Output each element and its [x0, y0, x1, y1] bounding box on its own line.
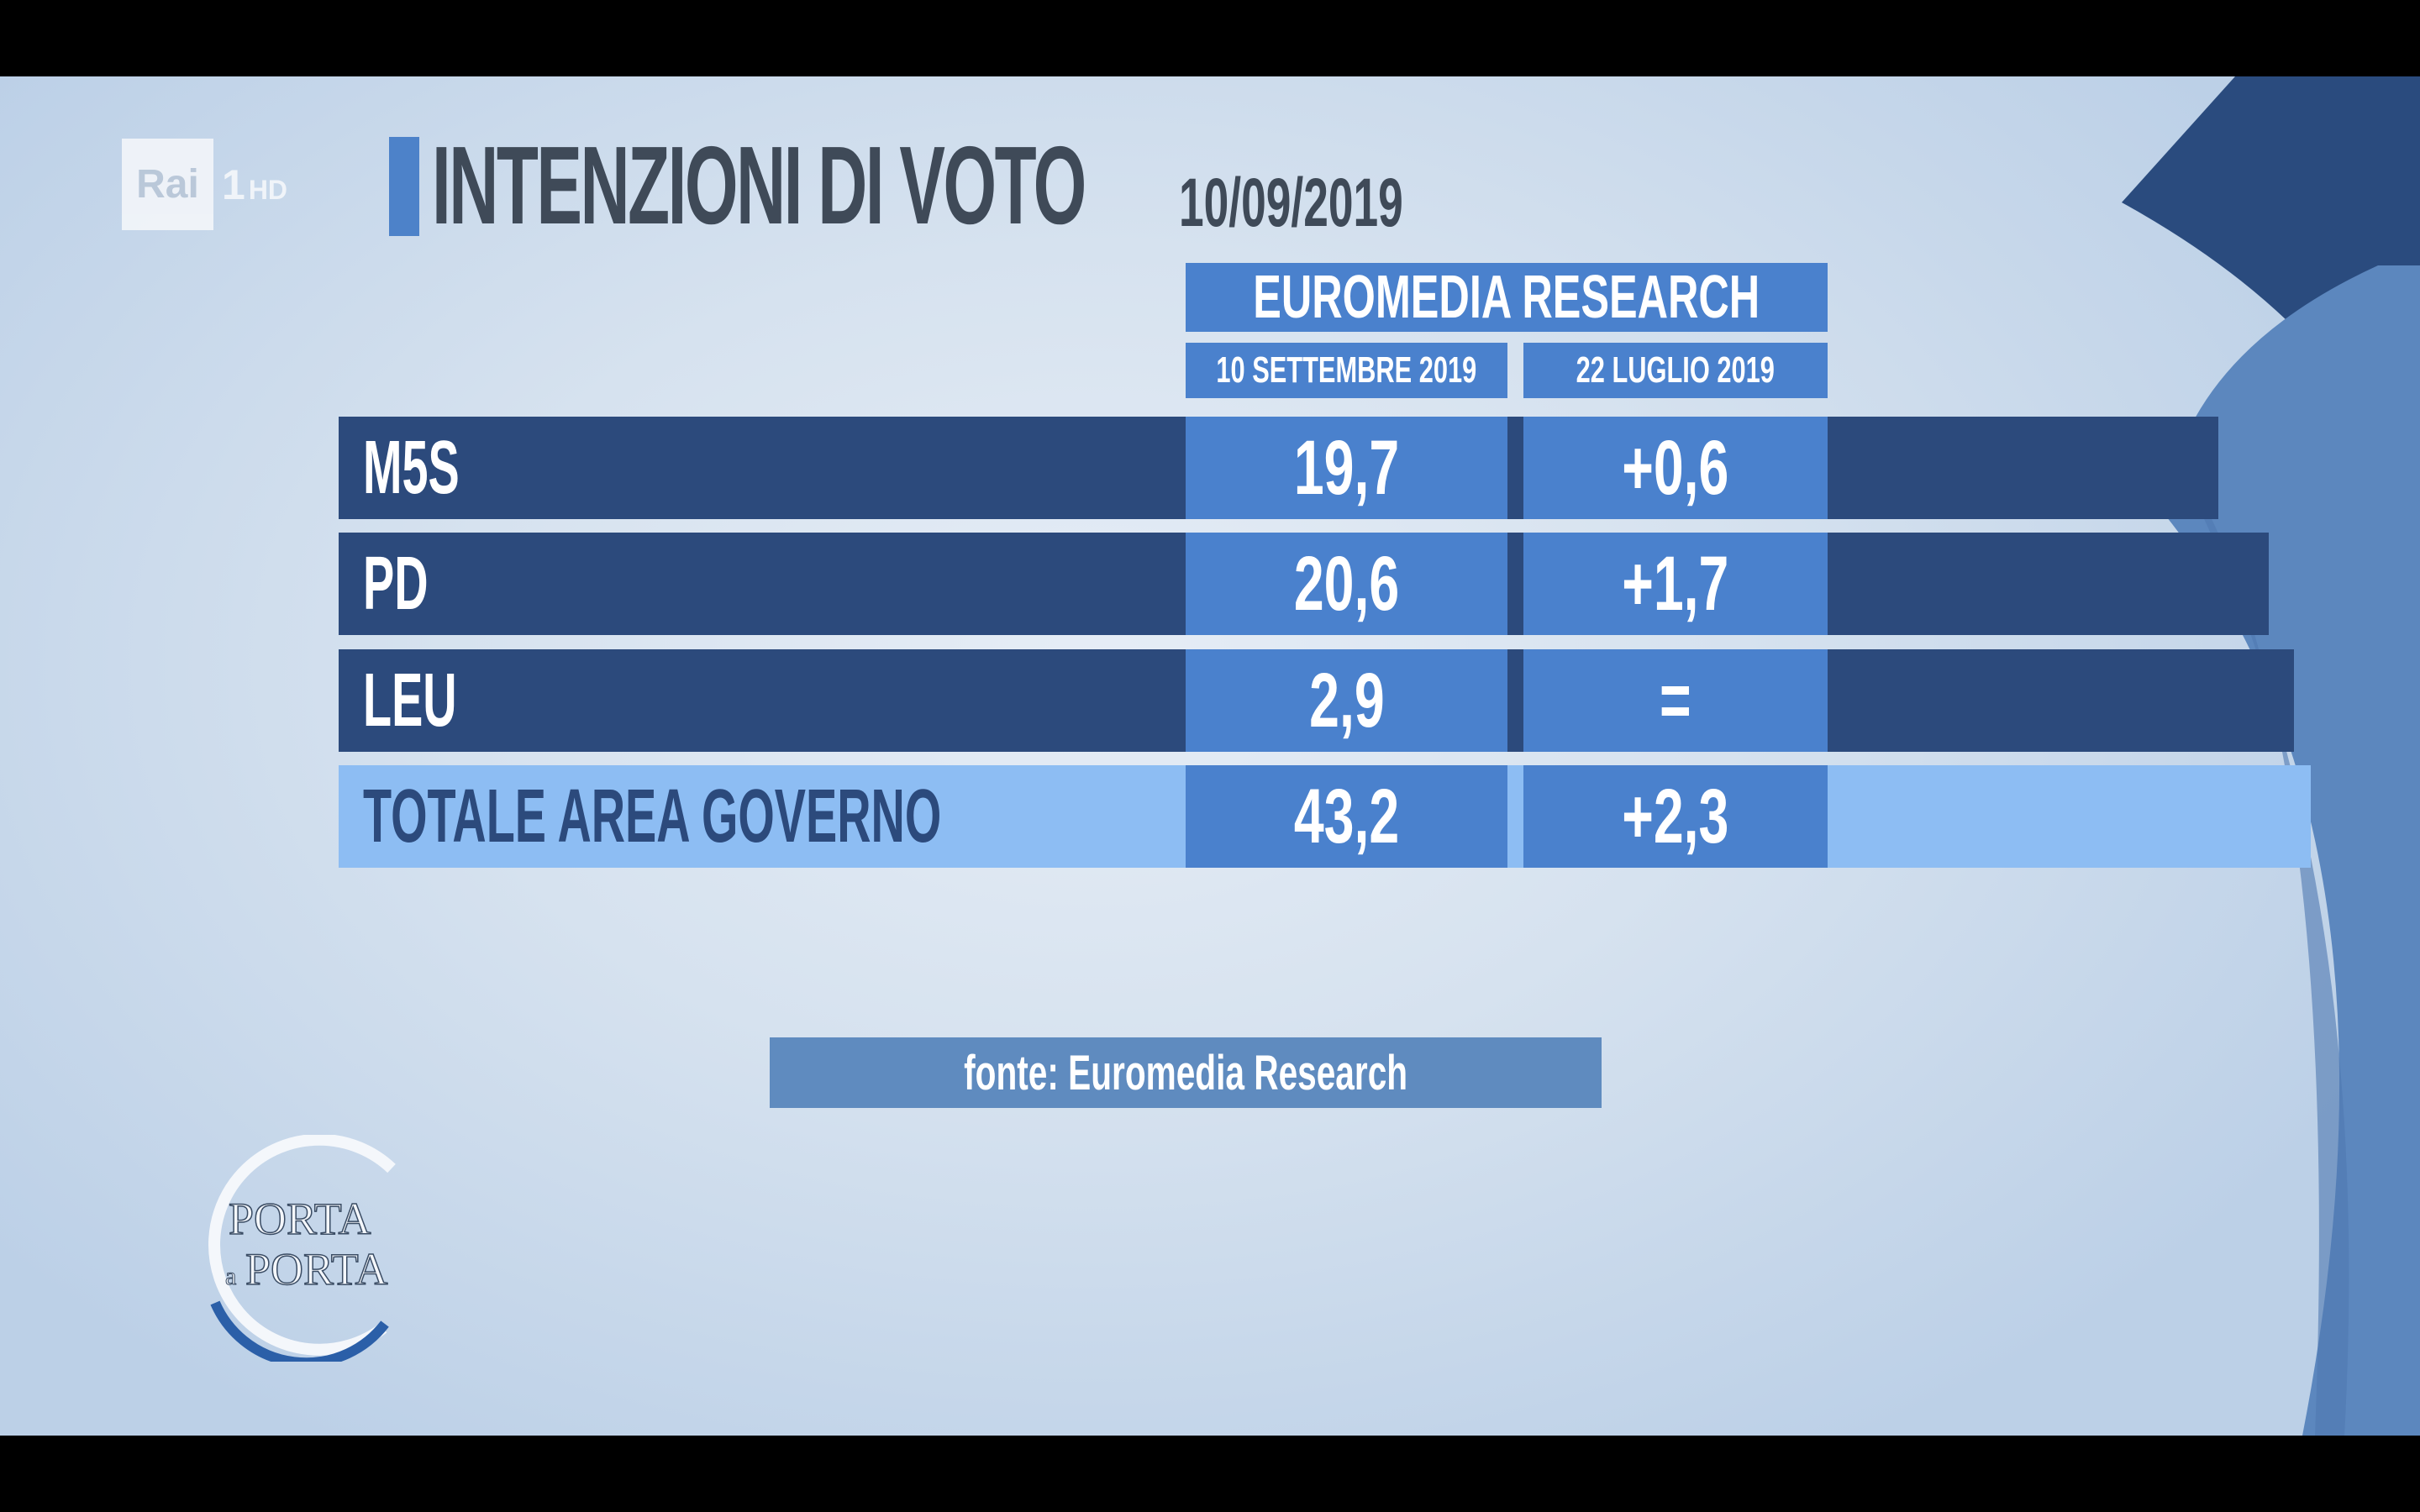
broadcast-frame: Rai 1 HD INTENZIONI DI VOTO 10/09/2019 EU…	[0, 76, 2420, 1436]
table-source-header: EUROMEDIA RESEARCH	[1186, 263, 1828, 332]
value-cell-change: +1,7	[1523, 533, 1828, 635]
row-label: PD	[363, 541, 429, 626]
logo-ring-accent	[210, 1300, 389, 1362]
logo-line-1: PORTA	[229, 1194, 371, 1244]
value-cell-current: 43,2	[1186, 765, 1507, 868]
row-label: LEU	[363, 658, 457, 743]
title-accent-bar	[389, 137, 419, 236]
page-title: INTENZIONI DI VOTO	[432, 123, 1086, 247]
rai-logo: Rai	[122, 139, 213, 230]
logo-connector: a	[225, 1263, 236, 1290]
channel-number: 1 HD	[222, 161, 288, 208]
channel-quality: HD	[248, 175, 288, 205]
title-date: 10/09/2019	[1179, 165, 1403, 241]
row-label: TOTALE AREA GOVERNO	[363, 774, 942, 858]
logo-line-2: PORTA	[245, 1244, 387, 1294]
value-cell-current: 20,6	[1186, 533, 1507, 635]
value-cell-current: 2,9	[1186, 649, 1507, 752]
porta-a-porta-logo: PORTA a PORTA	[208, 1135, 396, 1362]
source-note: fonte: Euromedia Research	[770, 1037, 1602, 1108]
column-header-2: 22 LUGLIO 2019	[1523, 343, 1828, 398]
logo-ring	[208, 1135, 396, 1356]
value-cell-change: =	[1523, 649, 1828, 752]
value-cell-current: 19,7	[1186, 417, 1507, 519]
row-label: M5S	[363, 425, 460, 510]
column-header-1: 10 SETTEMBRE 2019	[1186, 343, 1507, 398]
value-cell-change: +0,6	[1523, 417, 1828, 519]
value-cell-change: +2,3	[1523, 765, 1828, 868]
